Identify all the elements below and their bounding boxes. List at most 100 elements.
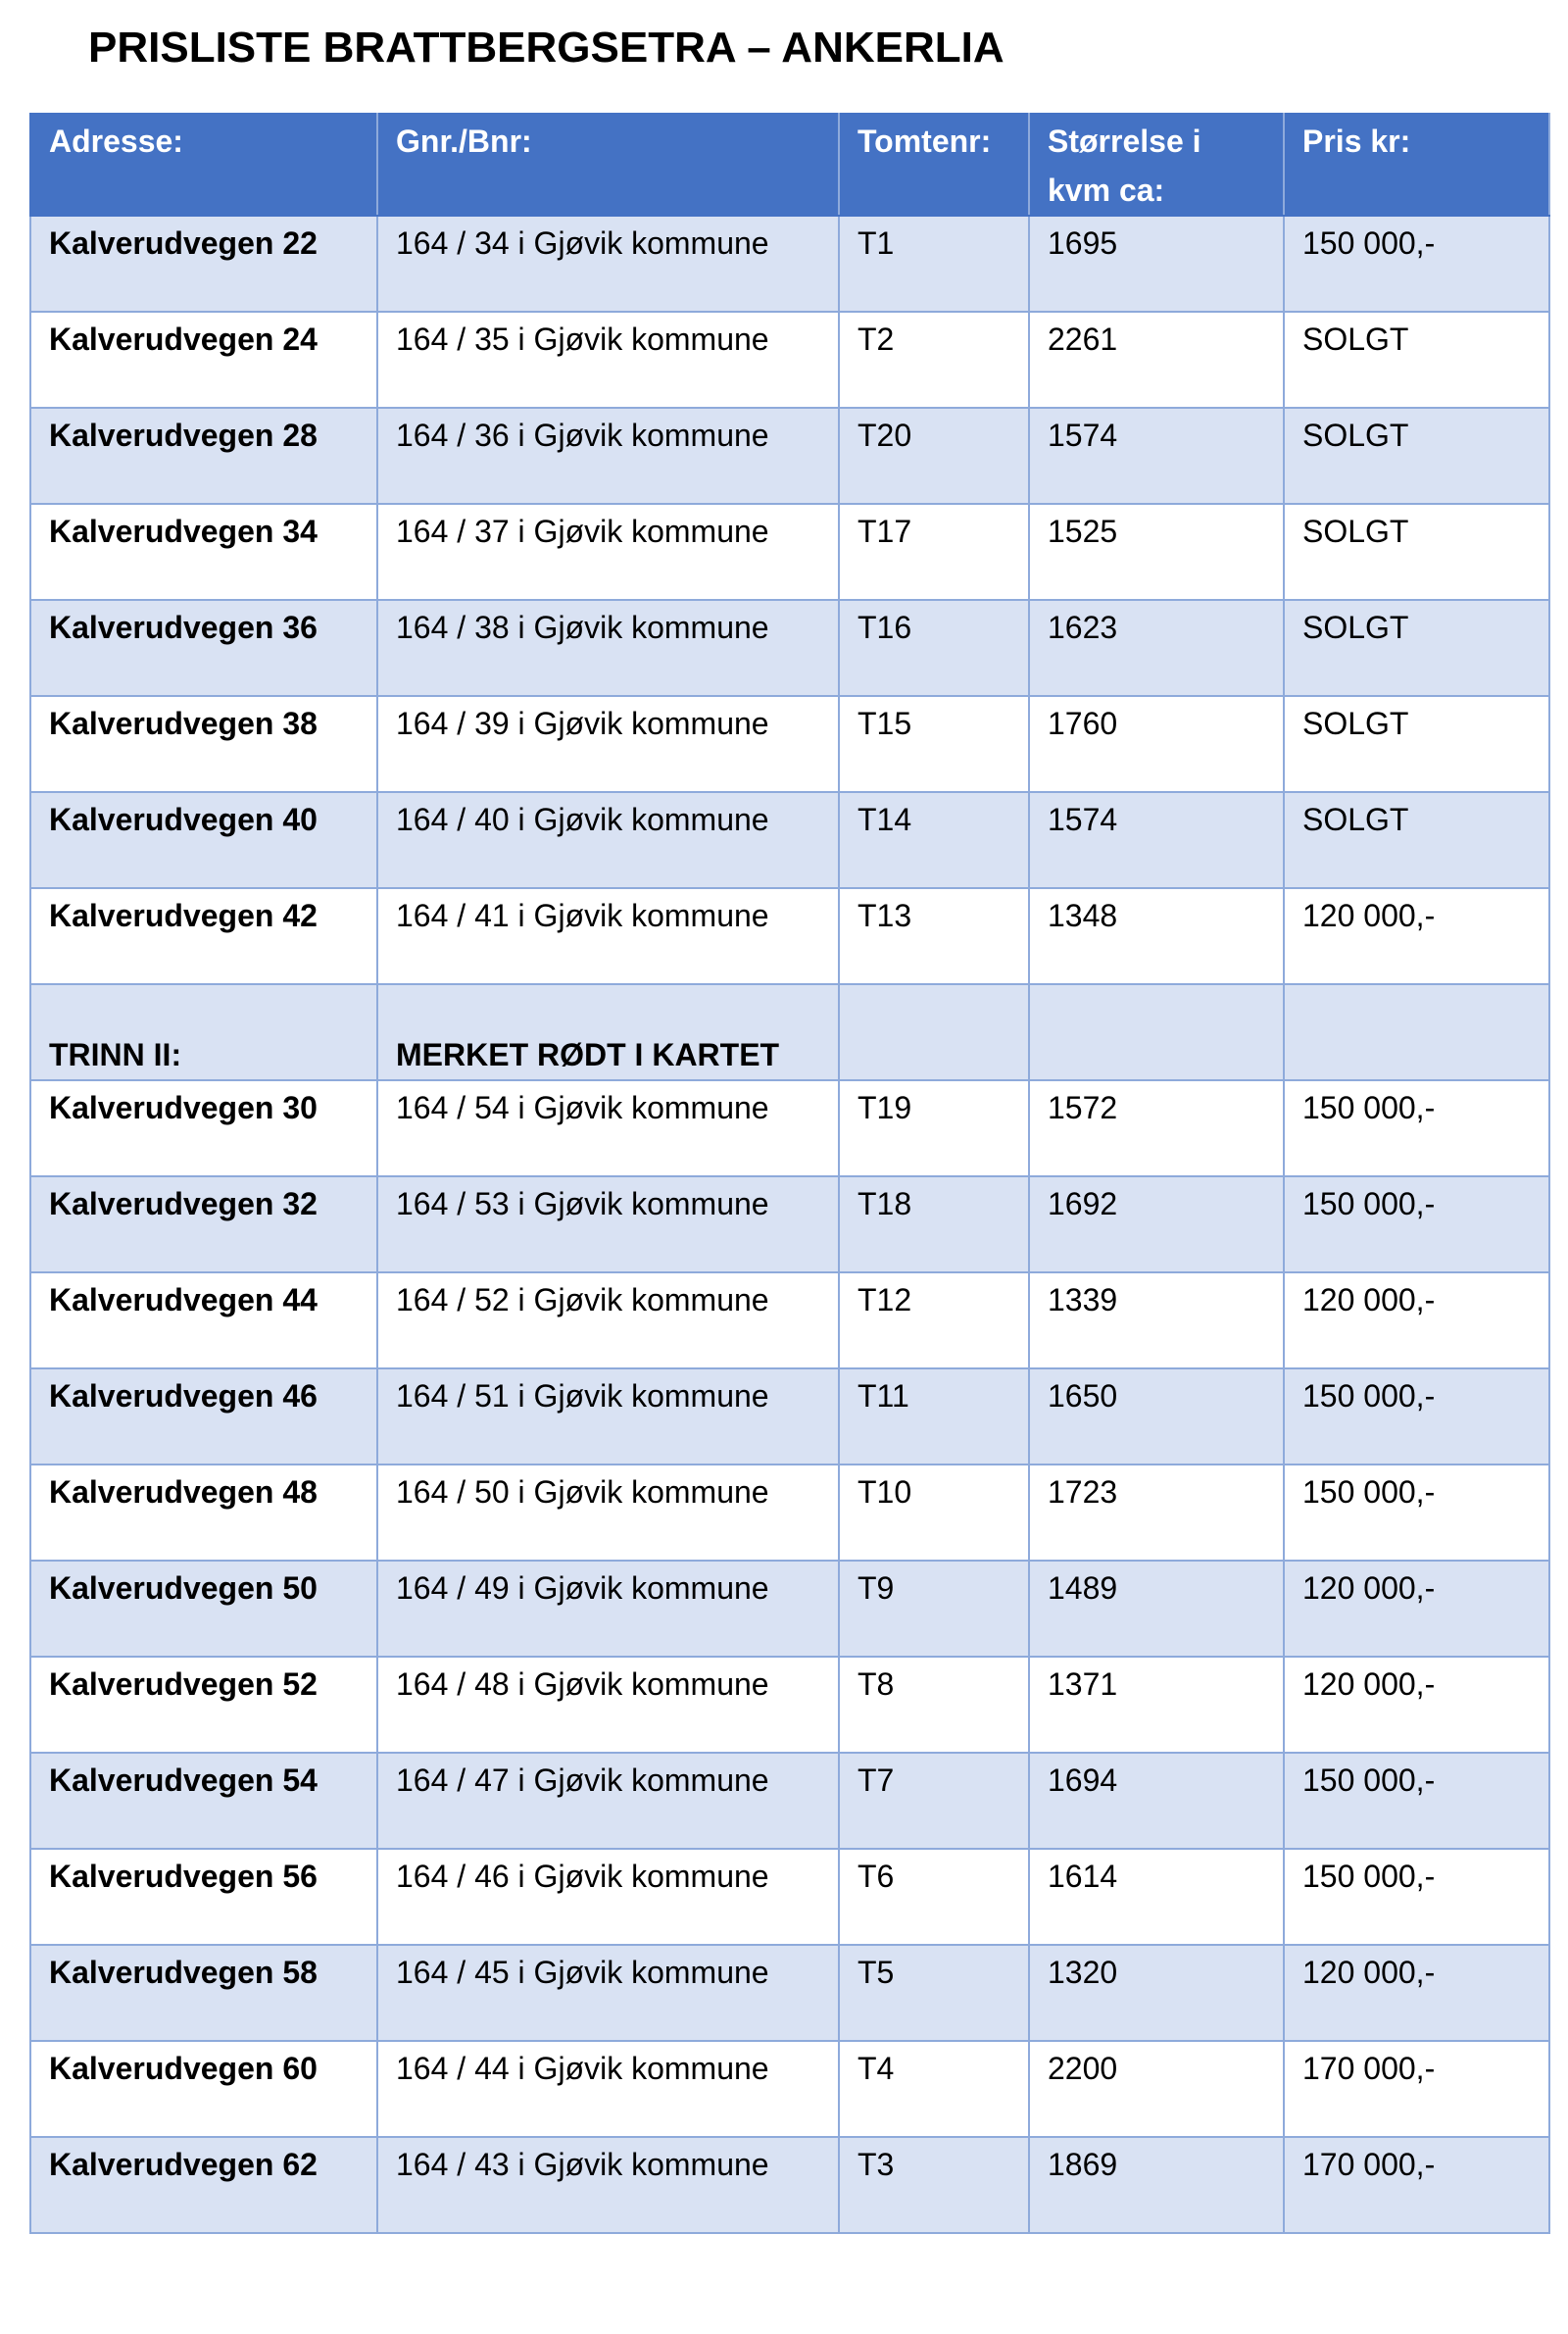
cell: 1650 (1028, 1367, 1285, 1465)
address-cell: Kalverudvegen 50 (29, 1560, 378, 1658)
cell: 1525 (1028, 503, 1285, 601)
cell: 150 000,- (1283, 215, 1550, 313)
table-row: Kalverudvegen 48 164 / 50 i Gjøvik kommun… (29, 1464, 1550, 1562)
cell: 120 000,- (1283, 887, 1550, 985)
cell: T1 (838, 215, 1030, 313)
table-row: Kalverudvegen 46 164 / 51 i Gjøvik kommun… (29, 1367, 1550, 1465)
header-cell: Adresse: (29, 113, 378, 217)
cell: 150 000,- (1283, 1752, 1550, 1850)
header-cell: Størrelse i kvm ca: (1028, 113, 1285, 217)
cell: SOLGT (1283, 503, 1550, 601)
cell: 164 / 52 i Gjøvik kommune (376, 1271, 840, 1369)
cell: 1572 (1028, 1079, 1285, 1177)
address-cell: Kalverudvegen 52 (29, 1656, 378, 1754)
table-row: Kalverudvegen 28 164 / 36 i Gjøvik kommun… (29, 407, 1550, 505)
title: PRISLISTE BRATTBERGSETRA – ANKERLIA (88, 24, 1004, 72)
cell: T12 (838, 1271, 1030, 1369)
cell: SOLGT (1283, 791, 1550, 889)
address-cell: Kalverudvegen 24 (29, 311, 378, 409)
cell: 120 000,- (1283, 1656, 1550, 1754)
address-cell: Kalverudvegen 34 (29, 503, 378, 601)
cell: 164 / 50 i Gjøvik kommune (376, 1464, 840, 1562)
address-cell: Kalverudvegen 22 (29, 215, 378, 313)
cell: 150 000,- (1283, 1367, 1550, 1465)
address-cell: Kalverudvegen 40 (29, 791, 378, 889)
cell: T19 (838, 1079, 1030, 1177)
cell: 164 / 41 i Gjøvik kommune (376, 887, 840, 985)
cell: 164 / 36 i Gjøvik kommune (376, 407, 840, 505)
cell: 164 / 37 i Gjøvik kommune (376, 503, 840, 601)
cell: 164 / 40 i Gjøvik kommune (376, 791, 840, 889)
cell: T3 (838, 2136, 1030, 2234)
table-row: Kalverudvegen 50 164 / 49 i Gjøvik kommun… (29, 1560, 1550, 1658)
cell: 150 000,- (1283, 1464, 1550, 1562)
cell: 164 / 43 i Gjøvik kommune (376, 2136, 840, 2234)
cell: T2 (838, 311, 1030, 409)
address-cell: Kalverudvegen 58 (29, 1944, 378, 2042)
cell: T13 (838, 887, 1030, 985)
address-cell: Kalverudvegen 36 (29, 599, 378, 697)
cell: 164 / 46 i Gjøvik kommune (376, 1848, 840, 1946)
cell: T15 (838, 695, 1030, 793)
header-cell: Tomtenr: (838, 113, 1030, 217)
cell: T7 (838, 1752, 1030, 1850)
address-cell: Kalverudvegen 30 (29, 1079, 378, 1177)
cell: 1869 (1028, 2136, 1285, 2234)
cell: 1694 (1028, 1752, 1285, 1850)
cell: T11 (838, 1367, 1030, 1465)
table-row: Kalverudvegen 52 164 / 48 i Gjøvik kommun… (29, 1656, 1550, 1754)
cell: 164 / 47 i Gjøvik kommune (376, 1752, 840, 1850)
cell: T17 (838, 503, 1030, 601)
cell: 120 000,- (1283, 1560, 1550, 1658)
section-row: TRINN II: MERKET RØDT I KARTET (29, 983, 1550, 1081)
cell: T20 (838, 407, 1030, 505)
cell: T18 (838, 1175, 1030, 1273)
cell: T14 (838, 791, 1030, 889)
cell: 1760 (1028, 695, 1285, 793)
cell: 1723 (1028, 1464, 1285, 1562)
address-cell: Kalverudvegen 42 (29, 887, 378, 985)
address-cell: Kalverudvegen 54 (29, 1752, 378, 1850)
cell: T9 (838, 1560, 1030, 1658)
cell: T8 (838, 1656, 1030, 1754)
address-cell: Kalverudvegen 46 (29, 1367, 378, 1465)
table-row: Kalverudvegen 32 164 / 53 i Gjøvik kommun… (29, 1175, 1550, 1273)
cell: 164 / 54 i Gjøvik kommune (376, 1079, 840, 1177)
cell: 1623 (1028, 599, 1285, 697)
cell: 1348 (1028, 887, 1285, 985)
empty-cell (1283, 983, 1550, 1081)
cell: 164 / 53 i Gjøvik kommune (376, 1175, 840, 1273)
address-cell: Kalverudvegen 56 (29, 1848, 378, 1946)
table-row: Kalverudvegen 36 164 / 38 i Gjøvik kommun… (29, 599, 1550, 697)
cell: SOLGT (1283, 599, 1550, 697)
cell: 2261 (1028, 311, 1285, 409)
cell: 170 000,- (1283, 2040, 1550, 2138)
address-cell: Kalverudvegen 38 (29, 695, 378, 793)
address-cell: Kalverudvegen 32 (29, 1175, 378, 1273)
table-row: Kalverudvegen 60 164 / 44 i Gjøvik kommun… (29, 2040, 1550, 2138)
cell: SOLGT (1283, 311, 1550, 409)
cell: SOLGT (1283, 695, 1550, 793)
cell: 150 000,- (1283, 1848, 1550, 1946)
cell: 2200 (1028, 2040, 1285, 2138)
cell: 164 / 49 i Gjøvik kommune (376, 1560, 840, 1658)
empty-cell (838, 983, 1030, 1081)
cell: 1320 (1028, 1944, 1285, 2042)
table-row: Kalverudvegen 30 164 / 54 i Gjøvik kommun… (29, 1079, 1550, 1177)
cell: 170 000,- (1283, 2136, 1550, 2234)
cell: 150 000,- (1283, 1175, 1550, 1273)
table-row: Kalverudvegen 58 164 / 45 i Gjøvik kommun… (29, 1944, 1550, 2042)
address-cell: Kalverudvegen 62 (29, 2136, 378, 2234)
address-cell: Kalverudvegen 44 (29, 1271, 378, 1369)
table-row: Kalverudvegen 42 164 / 41 i Gjøvik kommun… (29, 887, 1550, 985)
cell: 164 / 35 i Gjøvik kommune (376, 311, 840, 409)
table-row: Kalverudvegen 24 164 / 35 i Gjøvik kommun… (29, 311, 1550, 409)
cell: 164 / 34 i Gjøvik kommune (376, 215, 840, 313)
cell: 1574 (1028, 791, 1285, 889)
cell: T5 (838, 1944, 1030, 2042)
price-table: Adresse: Gnr./Bnr: Tomtenr: Størrelse i kvm… (29, 113, 1550, 2234)
table-row: Kalverudvegen 56 164 / 46 i Gjøvik kommun… (29, 1848, 1550, 1946)
table-row: Kalverudvegen 54 164 / 47 i Gjøvik kommun… (29, 1752, 1550, 1850)
cell: 120 000,- (1283, 1944, 1550, 2042)
